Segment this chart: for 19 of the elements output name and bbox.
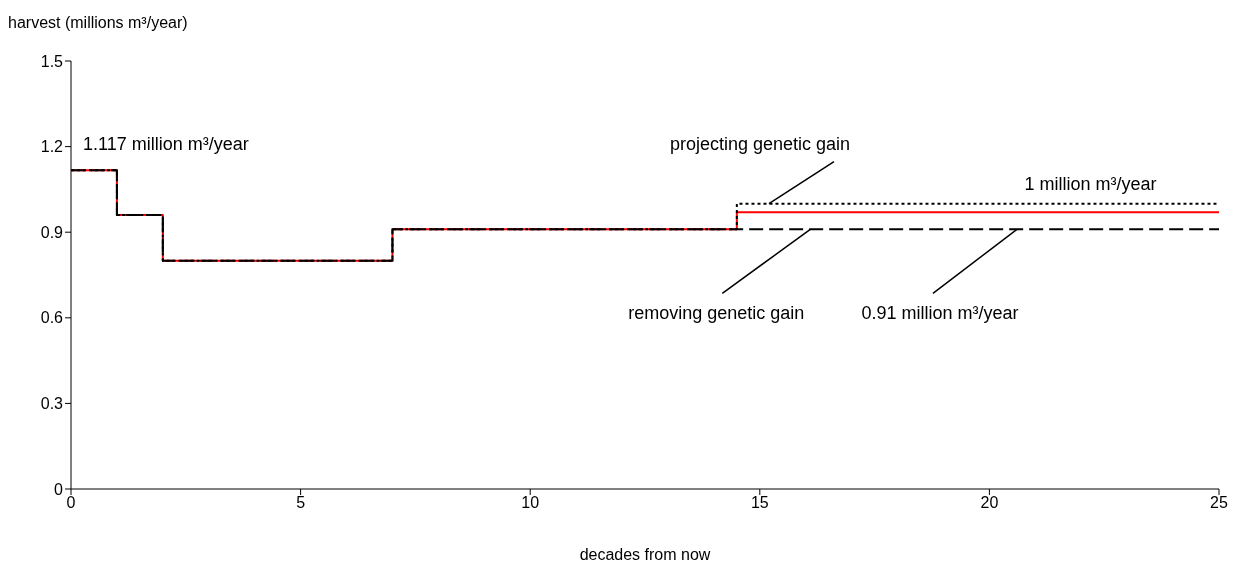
x-tick-label: 5 [296,494,306,512]
annotation: removing genetic gain [628,303,805,324]
x-tick-label: 10 [521,494,540,512]
y-tick-label: 0.6 [40,309,64,327]
annotation: 0.91 million m³/year [861,303,1019,324]
y-tick-label: 0.3 [40,395,64,413]
y-axis-title: harvest (millions m³/year) [8,14,188,31]
annotation: 1 million m³/year [1024,173,1157,194]
y-tick-label: 0.9 [40,223,64,241]
annotation: 1.117 million m³/year [83,134,249,155]
x-axis-title: decades from now [579,546,711,563]
x-tick-label: 20 [980,494,999,512]
y-tick-label: 1.2 [40,138,64,156]
y-tick-label: 1.5 [40,52,64,70]
y-tick-label: 0 [54,480,64,498]
x-tick-label: 15 [750,494,769,512]
x-tick-label: 25 [1210,494,1228,512]
annotation: projecting genetic gain [669,133,851,154]
x-tick-label: 0 [66,494,76,512]
